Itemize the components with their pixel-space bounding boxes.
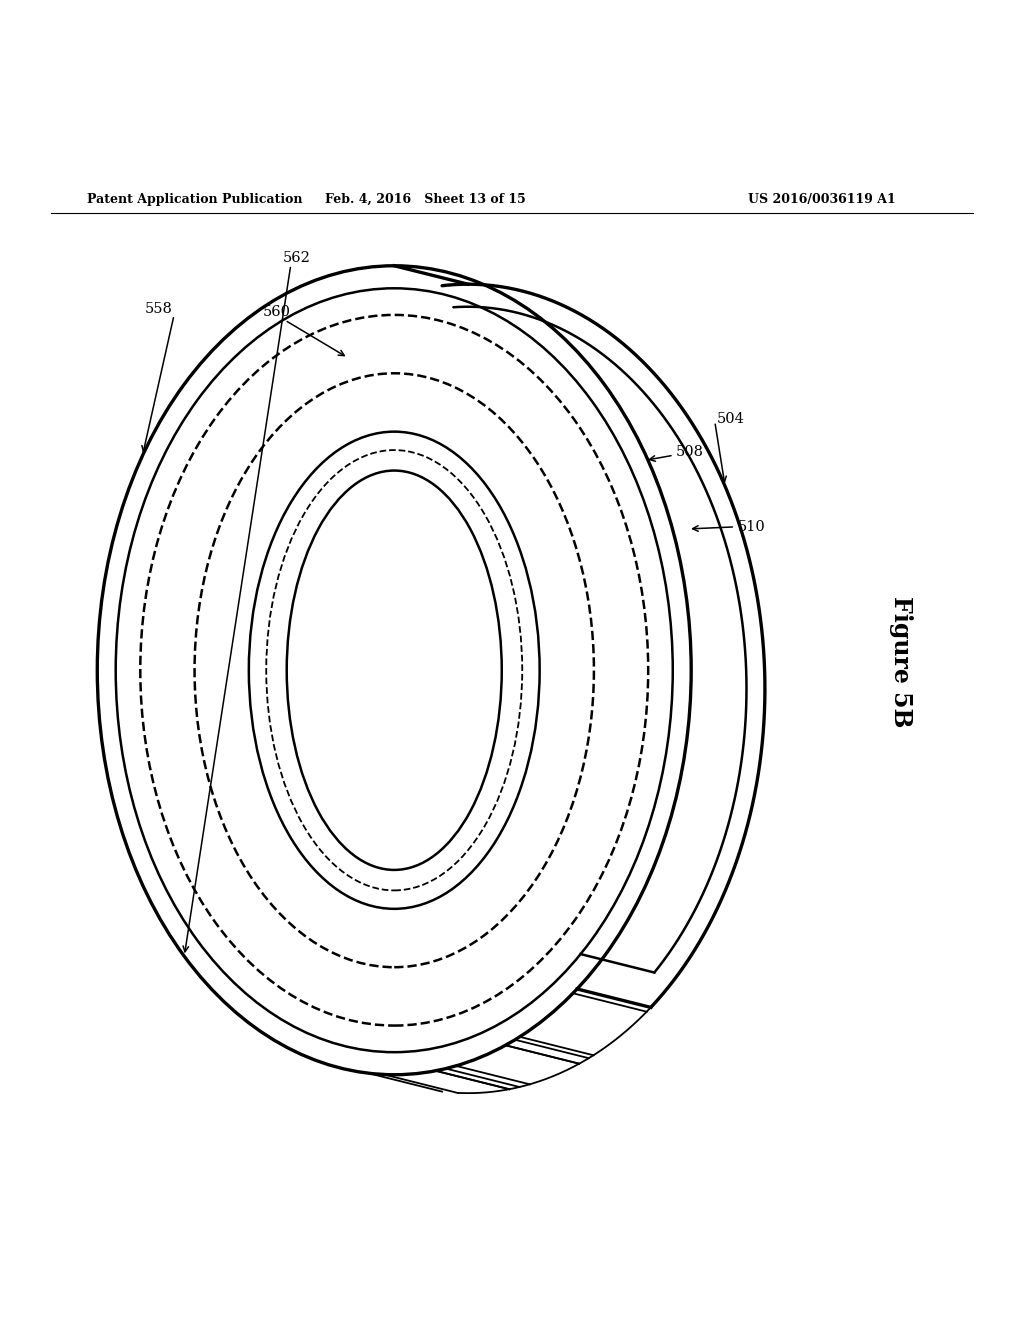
Text: 558: 558: [144, 302, 173, 315]
Text: 562: 562: [283, 251, 311, 264]
Text: 508: 508: [676, 445, 703, 459]
Text: Figure 5B: Figure 5B: [889, 597, 913, 727]
Text: 510: 510: [737, 520, 765, 533]
Text: 504: 504: [717, 412, 744, 426]
Text: US 2016/0036119 A1: US 2016/0036119 A1: [748, 193, 895, 206]
Text: 560: 560: [262, 305, 291, 319]
Text: Patent Application Publication: Patent Application Publication: [87, 193, 302, 206]
Text: Feb. 4, 2016   Sheet 13 of 15: Feb. 4, 2016 Sheet 13 of 15: [325, 193, 525, 206]
